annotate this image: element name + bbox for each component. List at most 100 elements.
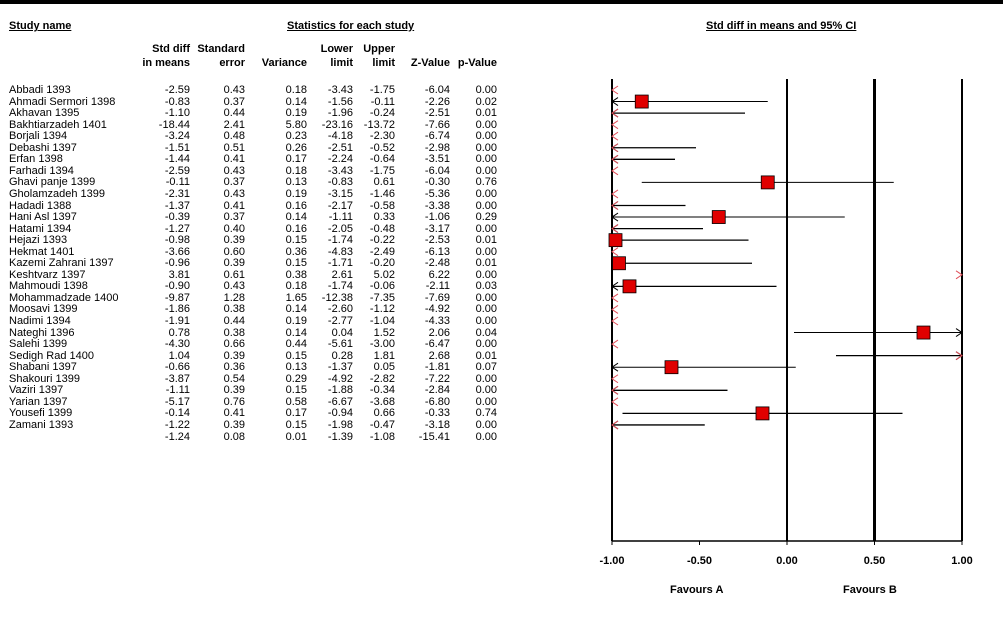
study-upper-cell: 0.61 xyxy=(373,176,395,189)
study-std-diff-cell: -1.22 xyxy=(164,418,190,431)
study-name: Farhadi 1394 xyxy=(9,164,74,177)
study-variance-cell: 0.16 xyxy=(285,199,307,212)
study-upper-cell: 0.05 xyxy=(373,361,395,374)
offscale-left-marker xyxy=(611,374,619,384)
study-variance-cell: 0.19 xyxy=(285,315,307,327)
study-lower-cell: -3.15 xyxy=(327,187,353,200)
study-variance-cell: 0.13 xyxy=(285,361,307,374)
study-upper-cell: 0.33 xyxy=(373,211,395,224)
study-std-diff-cell: -3.87 xyxy=(164,372,190,385)
study-z-value-cell: -6.74 xyxy=(424,130,450,143)
study-std-error-cell: 0.39 xyxy=(223,257,245,270)
study-p-value-cell: 0.00 xyxy=(475,268,497,281)
study-upper-cell: -1.04 xyxy=(369,315,395,327)
study-z-value-cell: -0.30 xyxy=(424,176,450,189)
study-name: Kazemi Zahrani 1397 xyxy=(9,257,114,270)
study-std-diff-cell: -5.17 xyxy=(164,395,190,408)
study-upper-cell: -0.48 xyxy=(369,222,395,235)
study-lower-cell: -0.94 xyxy=(327,407,353,420)
study-name: Hekmat 1401 xyxy=(9,245,75,258)
offscale-left-marker xyxy=(611,120,619,130)
study-p-value-cell: 0.00 xyxy=(475,118,497,131)
study-p-value-cell: 0.76 xyxy=(475,176,497,189)
summary-variance-cell: 0.01 xyxy=(285,430,307,443)
study-upper-cell: -0.20 xyxy=(369,257,395,270)
study-variance-cell: 0.19 xyxy=(285,107,307,120)
study-variance-cell: 0.14 xyxy=(285,211,307,224)
study-z-value-cell: -2.84 xyxy=(424,384,450,397)
study-z-value-cell: -7.22 xyxy=(424,372,450,385)
summary-z-value-cell: -15.41 xyxy=(418,430,450,443)
study-upper-cell: -0.52 xyxy=(369,141,395,154)
study-z-value-cell: -6.04 xyxy=(424,164,450,177)
study-z-value-cell: -4.33 xyxy=(424,315,450,327)
study-std-diff-cell: -0.66 xyxy=(164,361,190,374)
study-std-error-cell: 0.43 xyxy=(223,187,245,200)
ci-left-arrow xyxy=(611,281,619,291)
study-std-diff-cell: 3.81 xyxy=(168,268,190,281)
study-z-value-cell: -2.26 xyxy=(424,95,450,108)
study-std-error-cell: 0.39 xyxy=(223,234,245,247)
x-tick-label: 1.00 xyxy=(951,555,972,567)
offscale-left-marker xyxy=(611,420,619,430)
study-variance-cell: 0.58 xyxy=(285,395,307,408)
column-header-line: Std diff xyxy=(152,43,190,55)
study-std-diff-cell: -0.39 xyxy=(164,211,190,224)
study-lower-cell: 0.04 xyxy=(331,326,353,339)
summary-upper-cell: -1.08 xyxy=(369,430,395,443)
study-variance-cell: 0.17 xyxy=(285,407,307,420)
offscale-left-marker xyxy=(611,108,619,118)
study-lower-cell: -1.74 xyxy=(327,280,353,293)
favours-b-label: Favours B xyxy=(843,584,897,596)
study-p-value-cell: 0.00 xyxy=(475,372,497,385)
study-std-diff-cell: -0.98 xyxy=(164,234,190,247)
point-estimate-marker xyxy=(916,325,931,340)
study-name: Nateghi 1396 xyxy=(9,326,75,339)
study-std-error-cell: 0.39 xyxy=(223,349,245,362)
study-name: Yousefi 1399 xyxy=(9,407,73,420)
study-std-error-cell: 0.37 xyxy=(223,211,245,224)
study-variance-cell: 0.14 xyxy=(285,303,307,316)
column-header-z-value: Z-Value xyxy=(411,42,450,70)
point-estimate-marker xyxy=(755,406,770,421)
study-lower-cell: -1.11 xyxy=(328,211,353,224)
study-name: Nadimi 1394 xyxy=(9,315,71,327)
study-variance-cell: 0.38 xyxy=(285,268,307,281)
study-std-diff-cell: -2.59 xyxy=(164,84,190,96)
study-name: Abbadi 1393 xyxy=(9,84,71,96)
study-upper-cell: -0.58 xyxy=(369,199,395,212)
study-name: Keshtvarz 1397 xyxy=(9,268,86,281)
study-p-value-cell: 0.01 xyxy=(475,234,497,247)
study-lower-cell: -5.61 xyxy=(327,338,353,351)
study-lower-cell: -12.38 xyxy=(321,291,353,304)
x-tick-label: 0.50 xyxy=(864,555,885,567)
study-z-value-cell: -4.92 xyxy=(424,303,450,316)
ci-right-arrow xyxy=(955,328,963,337)
study-upper-cell: 1.81 xyxy=(373,349,395,362)
study-name: Debashi 1397 xyxy=(9,141,77,154)
summary-std-error-cell: 0.08 xyxy=(223,430,245,443)
study-variance-cell: 0.19 xyxy=(285,187,307,200)
summary-p-value-cell: 0.00 xyxy=(475,430,497,443)
summary-std-diff-cell: -1.24 xyxy=(164,430,190,443)
study-std-diff-cell: -1.10 xyxy=(164,107,190,120)
study-std-error-cell: 0.54 xyxy=(223,372,245,385)
point-estimate-marker xyxy=(622,279,637,294)
study-name: Hatami 1394 xyxy=(9,222,72,235)
plot-title: Std diff in means and 95% CI xyxy=(706,20,857,32)
point-estimate-marker xyxy=(612,256,626,271)
study-upper-cell: -7.35 xyxy=(369,291,395,304)
study-std-diff-cell: -1.11 xyxy=(165,384,190,397)
study-z-value-cell: -6.47 xyxy=(424,338,450,351)
study-name: Ahmadi Sermori 1398 xyxy=(9,95,116,108)
study-upper-cell: -2.30 xyxy=(369,130,395,143)
study-std-error-cell: 0.76 xyxy=(223,395,245,408)
study-std-error-cell: 0.36 xyxy=(223,361,245,374)
column-header-p-value: p-Value xyxy=(458,42,497,70)
study-p-value-cell: 0.00 xyxy=(475,395,497,408)
study-name: Gholamzadeh 1399 xyxy=(9,187,106,200)
column-header-line: Upper xyxy=(363,43,395,55)
study-upper-cell: 1.52 xyxy=(373,326,395,339)
study-variance-cell: 0.15 xyxy=(285,349,307,362)
study-variance-cell: 0.15 xyxy=(285,418,307,431)
